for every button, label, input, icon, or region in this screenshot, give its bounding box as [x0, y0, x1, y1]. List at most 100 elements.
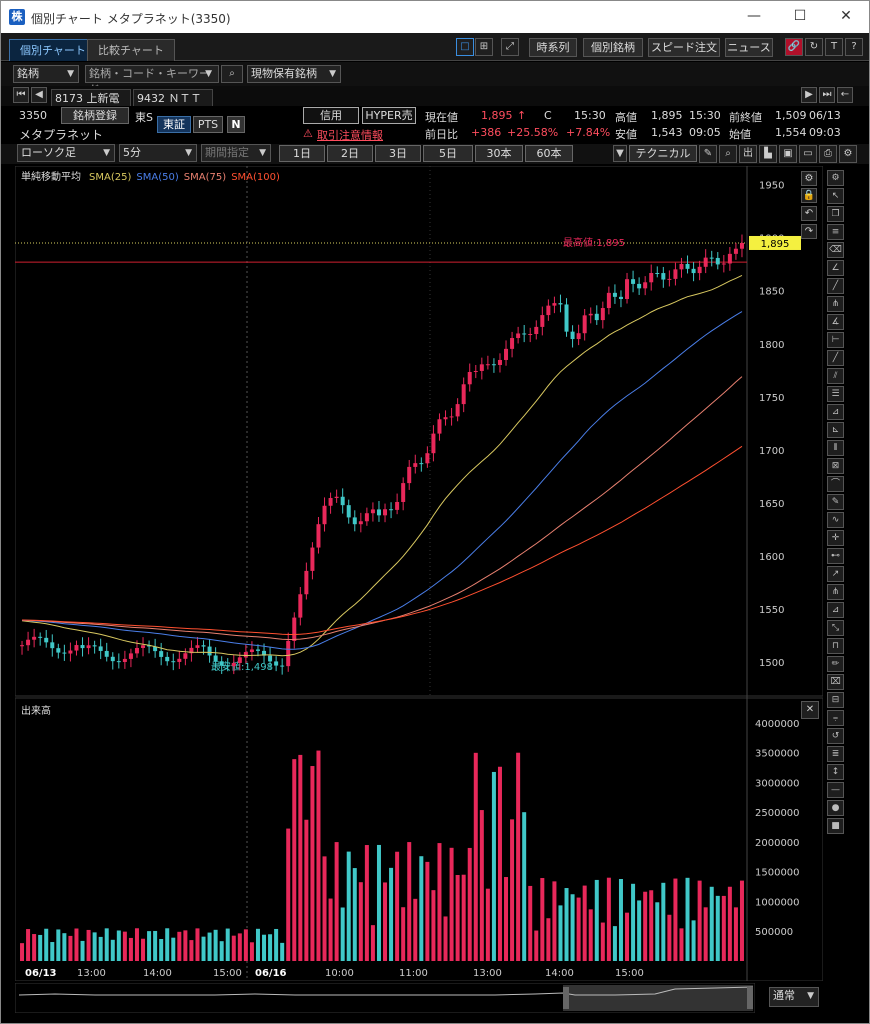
gear-icon[interactable]: ⚙	[801, 171, 817, 186]
individual-stock-button[interactable]: 個別銘柄	[583, 38, 643, 57]
settings-icon[interactable]: ⚙	[839, 145, 857, 163]
pts-button[interactable]: PTS	[193, 116, 223, 133]
warning-link[interactable]: 取引注意情報	[317, 129, 383, 142]
settings-icon[interactable]: ⚙	[827, 170, 844, 186]
search-input[interactable]: 銘柄・コード・キーワード▼	[85, 65, 219, 96]
candle[interactable]	[522, 333, 527, 335]
candle[interactable]	[395, 501, 400, 510]
candle[interactable]	[540, 315, 545, 327]
pen-icon[interactable]: ✎	[699, 145, 717, 163]
candle[interactable]	[679, 263, 684, 270]
candle[interactable]	[98, 646, 103, 651]
circle-icon[interactable]: ●	[827, 800, 844, 816]
candle[interactable]	[147, 645, 152, 647]
candle[interactable]	[618, 296, 623, 300]
candle[interactable]	[401, 483, 406, 502]
pin-icon[interactable]: T	[825, 38, 843, 56]
span-2d-button[interactable]: 2日	[327, 145, 373, 162]
wave-icon[interactable]: ∿	[827, 512, 844, 528]
zoom-icon[interactable]: ⌕	[719, 145, 737, 163]
candle[interactable]	[32, 636, 37, 640]
candle[interactable]	[376, 509, 381, 516]
candle[interactable]	[286, 640, 291, 667]
folder-icon[interactable]: ▭	[799, 145, 817, 163]
gann-icon[interactable]: ⊠	[827, 458, 844, 474]
print-icon[interactable]: ⎙	[819, 145, 837, 163]
candle[interactable]	[153, 646, 158, 652]
candle[interactable]	[425, 453, 430, 464]
speed-order-button[interactable]: スピード注文	[648, 38, 720, 57]
andrews-icon[interactable]: ⋔	[827, 584, 844, 600]
price-chart[interactable]: 1950190018501800175017001650160015501500…	[15, 166, 823, 981]
candle[interactable]	[165, 656, 170, 662]
candle[interactable]	[231, 662, 236, 667]
candle[interactable]	[104, 650, 109, 657]
history-item[interactable]: 8173 上新電	[51, 89, 131, 107]
kind-select[interactable]: 銘柄 ▼	[13, 65, 79, 83]
candle[interactable]	[467, 371, 472, 385]
candle[interactable]	[594, 313, 599, 321]
candle[interactable]	[86, 645, 91, 649]
candle[interactable]	[141, 645, 146, 648]
measure-icon[interactable]: ⊢	[827, 332, 844, 348]
candle[interactable]	[600, 308, 605, 321]
candle[interactable]	[50, 642, 55, 649]
candle[interactable]	[225, 665, 230, 667]
news-badge[interactable]: N	[227, 116, 245, 133]
candle[interactable]	[564, 304, 569, 332]
stack-icon[interactable]: ≣	[827, 746, 844, 762]
candle[interactable]	[328, 497, 333, 506]
candle[interactable]	[110, 656, 115, 662]
first-icon[interactable]: ⏮	[13, 87, 29, 103]
ray-icon[interactable]: ↗	[827, 566, 844, 582]
candle[interactable]	[183, 653, 188, 659]
candle[interactable]	[625, 279, 630, 300]
candle[interactable]	[643, 282, 648, 289]
trend-line-icon[interactable]: ╱	[827, 278, 844, 294]
candle[interactable]	[727, 253, 732, 264]
candle[interactable]	[534, 326, 539, 335]
candle[interactable]	[697, 266, 702, 274]
output-icon[interactable]: 出	[739, 145, 757, 163]
candle[interactable]	[237, 657, 242, 663]
candle[interactable]	[92, 645, 97, 647]
chart-type-select[interactable]: ローソク足 ▼	[17, 144, 115, 162]
candle[interactable]	[721, 263, 726, 265]
candle[interactable]	[340, 496, 345, 506]
undo-icon[interactable]: ↶	[801, 206, 817, 221]
candle[interactable]	[304, 570, 309, 595]
cross-icon[interactable]: ✛	[827, 530, 844, 546]
close-volume-icon[interactable]: ✕	[801, 701, 819, 719]
candle[interactable]	[491, 364, 496, 366]
candle[interactable]	[552, 303, 557, 306]
candle[interactable]	[558, 303, 563, 305]
fib-fan-icon[interactable]: ⊾	[827, 422, 844, 438]
candle[interactable]	[715, 257, 720, 265]
channel-icon[interactable]: ⊿	[827, 602, 844, 618]
square-icon[interactable]: ■	[827, 818, 844, 834]
candle[interactable]	[588, 313, 593, 316]
span-30-button[interactable]: 30本	[475, 145, 523, 162]
candle[interactable]	[655, 273, 660, 275]
credit-button[interactable]: 信用	[303, 107, 359, 124]
register-button[interactable]: 銘柄登録	[61, 107, 129, 124]
minimize-button[interactable]: —	[747, 8, 761, 24]
link-icon[interactable]: 🔗	[785, 38, 803, 56]
line-icon[interactable]: ╱	[827, 350, 844, 366]
parallel-icon[interactable]: ⫽	[827, 368, 844, 384]
brush-icon[interactable]: ✎	[827, 494, 844, 510]
candle[interactable]	[213, 655, 218, 662]
holdings-select[interactable]: 現物保有銘柄 ▼	[247, 65, 341, 83]
candle[interactable]	[691, 268, 696, 274]
candle[interactable]	[177, 658, 182, 662]
help-button[interactable]: ?	[845, 38, 863, 56]
candle[interactable]	[413, 463, 418, 467]
fan-icon[interactable]: ∠	[827, 260, 844, 276]
candle[interactable]	[673, 269, 678, 279]
search-icon[interactable]: ⌕	[221, 65, 243, 83]
expand-icon[interactable]: ⤢	[501, 38, 519, 56]
curve-icon[interactable]: ↺	[827, 728, 844, 744]
candle[interactable]	[407, 466, 412, 484]
candle[interactable]	[62, 652, 67, 654]
candle[interactable]	[516, 333, 521, 339]
